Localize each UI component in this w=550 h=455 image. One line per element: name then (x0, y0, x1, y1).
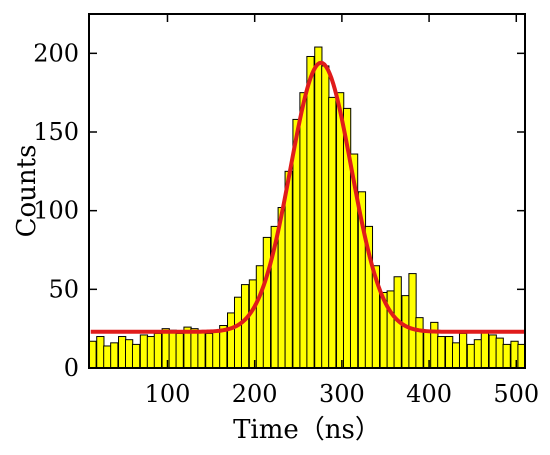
histogram-bar (314, 46, 323, 369)
histogram-bar (168, 329, 177, 369)
y-tick-label: 150 (33, 118, 79, 146)
histogram-bar (321, 65, 330, 369)
histogram-bar (423, 331, 432, 369)
y-axis-label: Counts (12, 145, 42, 238)
histogram-bar (227, 312, 236, 369)
histogram-bar (473, 339, 483, 369)
x-tick-label: 300 (319, 380, 365, 408)
histogram-bar (161, 328, 170, 369)
plot-frame (88, 13, 526, 369)
y-tick-label: 50 (48, 275, 79, 303)
histogram-bar (495, 337, 504, 369)
histogram-bar (502, 343, 511, 369)
x-tick-label: 400 (406, 380, 452, 408)
histogram-bar (96, 336, 105, 369)
y-tick-label: 100 (33, 197, 79, 225)
histogram-bar (233, 296, 243, 369)
x-tick-label: 100 (145, 380, 191, 408)
histogram-bar (306, 55, 315, 369)
histogram-bar (445, 336, 454, 369)
histogram-bar (437, 336, 446, 369)
histogram-bar (190, 328, 199, 369)
histogram-bar (262, 236, 272, 369)
x-tick-label: 500 (493, 380, 539, 408)
histogram-bar (401, 295, 410, 369)
histogram-bar (248, 279, 258, 369)
histogram-bar (328, 96, 337, 369)
histogram-bar (205, 332, 214, 369)
histogram-bar (146, 336, 156, 369)
y-tick-label: 0 (64, 354, 79, 382)
histogram-bar (118, 336, 127, 369)
histogram-bar (88, 340, 97, 369)
histogram-bar (153, 332, 163, 369)
histogram-bar (139, 334, 149, 369)
histogram-bar (255, 265, 265, 369)
histogram-bar (458, 332, 468, 369)
histogram-bar (175, 332, 184, 369)
histogram-bar (408, 273, 417, 369)
histogram-bar (336, 92, 345, 369)
histogram-bar (415, 317, 424, 369)
histogram-bar (110, 342, 119, 369)
histogram-bar (466, 343, 476, 369)
histogram-bar (480, 331, 490, 369)
x-tick-label: 200 (232, 380, 278, 408)
x-axis-label: Time（ns） (233, 415, 381, 445)
histogram-bar (299, 92, 308, 369)
y-tick-label: 200 (33, 39, 79, 67)
histogram-bar (124, 339, 134, 369)
histogram-bar (451, 342, 461, 369)
histogram-bar (240, 284, 250, 369)
histogram-bar (103, 345, 112, 369)
axis-ticks: 100 200 300 400 500 0 50 100 150 200 (33, 14, 539, 408)
fit-series (90, 60, 526, 334)
histogram-bar (386, 290, 395, 369)
histogram-bar (197, 331, 206, 369)
histogram-bar (212, 329, 221, 369)
histogram-bar (131, 343, 141, 369)
histogram-bar (430, 321, 439, 369)
histogram-bar (488, 334, 497, 369)
histogram-bar (517, 343, 526, 369)
gaussian-fit-line (90, 60, 526, 334)
histogram-bar (510, 340, 519, 369)
